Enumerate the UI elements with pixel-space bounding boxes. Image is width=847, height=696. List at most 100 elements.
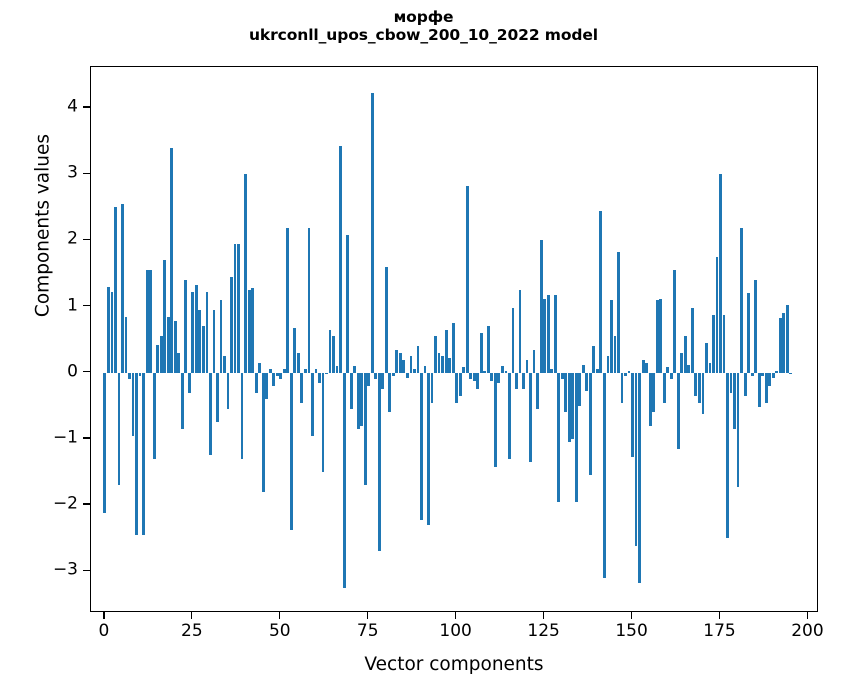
bar — [346, 235, 350, 373]
bar — [201, 326, 205, 373]
plot-area — [90, 66, 818, 612]
bar — [367, 372, 371, 386]
bar — [304, 369, 307, 373]
bar — [360, 372, 364, 426]
bar — [261, 372, 265, 492]
bar — [128, 372, 131, 380]
bar — [483, 371, 487, 373]
bar — [754, 280, 758, 373]
bar — [529, 372, 532, 463]
bar — [638, 372, 641, 584]
bar — [377, 372, 381, 552]
bar — [634, 372, 638, 547]
chart-title-line-1: морфе — [393, 8, 454, 26]
bar — [409, 356, 413, 373]
bar — [500, 366, 504, 373]
bar — [275, 372, 279, 377]
bar — [557, 372, 561, 502]
bar — [307, 228, 311, 373]
bar — [757, 372, 761, 408]
bar — [138, 372, 142, 377]
bar — [451, 323, 455, 373]
bar — [159, 336, 163, 373]
bar — [560, 372, 564, 380]
bar — [736, 372, 740, 487]
bar — [353, 366, 357, 373]
bar — [121, 203, 124, 373]
bar — [599, 210, 603, 373]
bar — [212, 309, 216, 373]
bar — [163, 260, 167, 373]
bar — [458, 372, 462, 396]
x-tick-mark — [806, 612, 809, 619]
bar — [381, 372, 385, 390]
x-tick-label: 200 — [791, 621, 824, 641]
bar — [332, 336, 335, 373]
bar — [335, 366, 339, 373]
bar — [715, 256, 719, 373]
bar — [247, 290, 251, 373]
bar — [318, 372, 321, 383]
bar — [522, 372, 525, 390]
bar — [687, 364, 691, 373]
bar — [504, 371, 508, 373]
bar — [342, 372, 346, 588]
bar — [272, 372, 276, 386]
bar — [719, 174, 722, 373]
bar — [374, 372, 378, 380]
bar — [680, 352, 684, 373]
bar — [645, 362, 649, 373]
bar — [117, 372, 121, 486]
y-tick-mark — [83, 371, 90, 373]
bar — [286, 228, 290, 373]
bar — [398, 352, 402, 373]
bar — [722, 314, 726, 373]
bar — [705, 342, 708, 373]
bar — [673, 270, 677, 373]
bar — [511, 307, 515, 373]
bar — [437, 352, 441, 373]
x-tick-mark — [191, 612, 193, 619]
bar — [448, 358, 452, 373]
x-tick-label: 25 — [181, 621, 203, 641]
bar — [740, 228, 743, 373]
bar — [314, 369, 318, 373]
bar — [391, 372, 395, 377]
bar — [539, 240, 543, 373]
bar — [289, 372, 293, 531]
y-tick-mark — [83, 172, 90, 174]
bar — [406, 372, 409, 379]
bar — [578, 372, 582, 406]
y-tick-label: 0 — [67, 361, 78, 382]
y-tick-label: −3 — [52, 559, 78, 580]
y-tick-label: 3 — [67, 162, 78, 183]
bar — [388, 372, 392, 413]
bar — [697, 372, 701, 403]
y-tick-label: −1 — [52, 427, 78, 448]
bar — [574, 372, 578, 502]
y-axis-label: Components values — [32, 133, 54, 318]
x-tick-mark — [279, 612, 281, 619]
bar — [173, 321, 177, 373]
x-tick-label: 175 — [703, 621, 736, 641]
bar — [321, 372, 325, 473]
bar — [789, 372, 793, 375]
bar — [536, 372, 539, 410]
bar — [430, 372, 434, 403]
bar — [666, 367, 670, 373]
bar — [244, 174, 247, 373]
bar — [620, 372, 624, 403]
bar — [508, 372, 511, 459]
bar — [293, 327, 297, 373]
x-tick-mark — [367, 612, 369, 619]
bar — [384, 266, 388, 373]
y-tick-label: −2 — [52, 493, 78, 514]
bar — [416, 346, 420, 373]
bar — [177, 352, 181, 373]
bar — [627, 371, 631, 373]
bar — [610, 299, 613, 373]
bar — [532, 349, 536, 373]
x-tick-label: 0 — [98, 621, 110, 641]
bar — [194, 285, 198, 373]
